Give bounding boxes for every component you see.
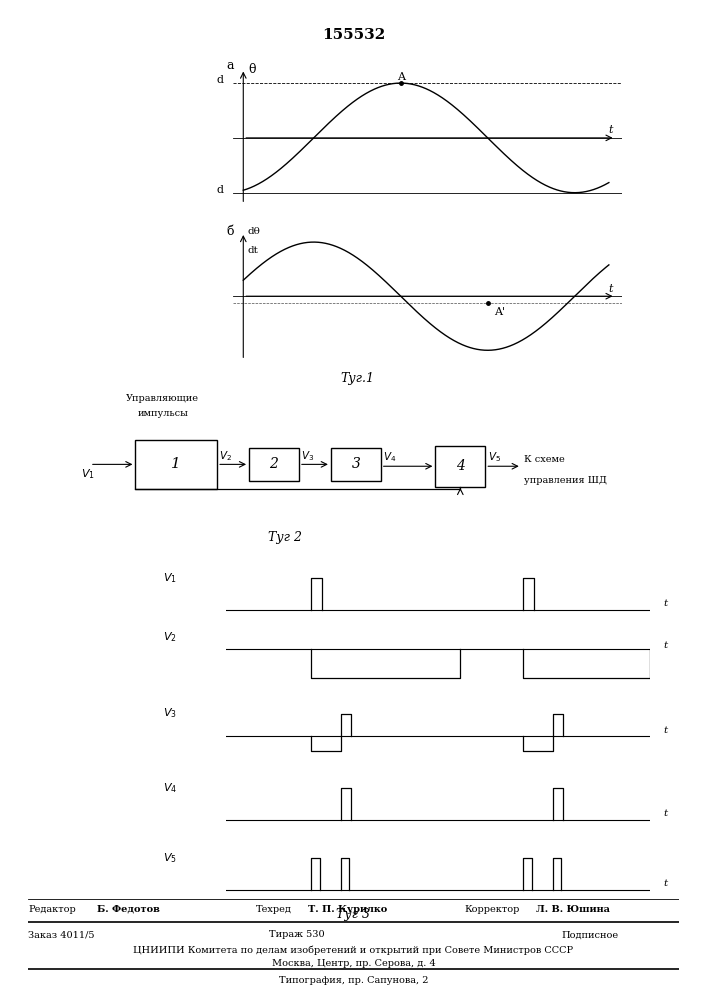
- Text: Управляющие: Управляющие: [126, 394, 199, 403]
- Text: Τуг 2: Τуг 2: [269, 531, 303, 544]
- Text: θ: θ: [248, 63, 255, 76]
- Text: t: t: [663, 641, 667, 650]
- Text: $V_2$: $V_2$: [163, 630, 176, 644]
- Text: 2: 2: [269, 457, 279, 471]
- Text: d: d: [216, 185, 223, 195]
- Text: Б. Федотов: Б. Федотов: [97, 905, 160, 914]
- Text: Τуг.1: Τуг.1: [340, 372, 374, 385]
- Text: $V_1$: $V_1$: [163, 571, 177, 585]
- Text: $V_5$: $V_5$: [488, 451, 501, 464]
- Text: Л. В. Юшина: Л. В. Юшина: [536, 905, 609, 914]
- Text: $V_1$: $V_1$: [81, 468, 95, 481]
- Text: К схеме: К схеме: [524, 456, 565, 464]
- Text: $V_2$: $V_2$: [219, 449, 233, 463]
- Bar: [436, 446, 485, 487]
- Text: t: t: [663, 726, 667, 735]
- Text: dt: dt: [248, 246, 259, 255]
- Text: Техред: Техред: [256, 905, 292, 914]
- Text: $V_3$: $V_3$: [301, 449, 315, 463]
- Text: Корректор: Корректор: [464, 905, 520, 914]
- Text: $V_4$: $V_4$: [383, 451, 397, 464]
- Text: 3: 3: [351, 457, 360, 471]
- Text: Заказ 4011/5: Заказ 4011/5: [28, 930, 95, 939]
- Bar: [331, 448, 381, 481]
- Text: Редактор: Редактор: [28, 905, 76, 914]
- Text: A': A': [494, 307, 506, 317]
- Text: t: t: [663, 599, 667, 608]
- Text: 1: 1: [171, 457, 181, 471]
- Bar: [135, 440, 217, 489]
- Text: A: A: [397, 72, 405, 82]
- Text: Подписное: Подписное: [561, 930, 619, 939]
- Text: d: d: [216, 75, 223, 85]
- Text: 155532: 155532: [322, 28, 385, 42]
- Text: t: t: [663, 879, 667, 888]
- Text: ЦНИИПИ Комитета по делам изобретений и открытий при Совете Министров СССР: ЦНИИПИ Комитета по делам изобретений и о…: [134, 945, 573, 955]
- Text: $V_3$: $V_3$: [163, 706, 177, 720]
- Bar: [249, 448, 299, 481]
- Text: Москва, Центр, пр. Серова, д. 4: Москва, Центр, пр. Серова, д. 4: [271, 959, 436, 968]
- Text: a: a: [227, 59, 234, 72]
- Text: t: t: [663, 809, 667, 818]
- Text: Тираж 530: Тираж 530: [269, 930, 325, 939]
- Text: Τуг 3: Τуг 3: [337, 908, 370, 921]
- Text: t: t: [609, 284, 614, 294]
- Text: б: б: [227, 225, 234, 238]
- Text: импульсы: импульсы: [137, 409, 188, 418]
- Text: 4: 4: [456, 459, 464, 473]
- Text: Типография, пр. Сапунова, 2: Типография, пр. Сапунова, 2: [279, 976, 428, 985]
- Text: $V_5$: $V_5$: [163, 851, 177, 865]
- Text: управления ШД: управления ШД: [524, 476, 607, 485]
- Text: t: t: [609, 125, 614, 135]
- Text: dθ: dθ: [248, 227, 261, 236]
- Text: $V_4$: $V_4$: [163, 781, 177, 795]
- Text: Т. П. Курилко: Т. П. Курилко: [308, 905, 387, 914]
